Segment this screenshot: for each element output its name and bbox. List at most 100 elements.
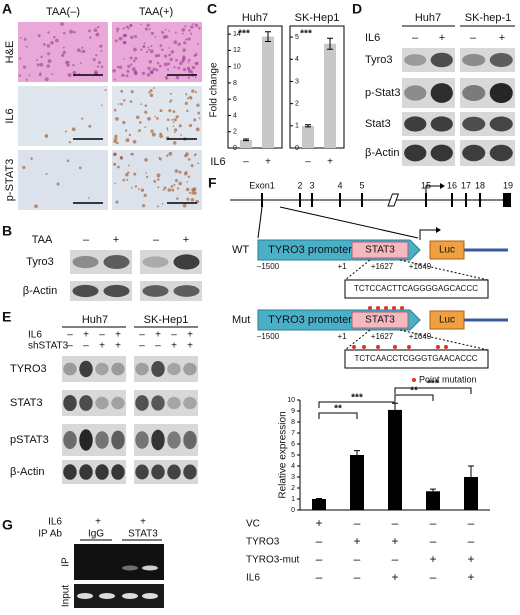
label: 4 <box>337 180 342 190</box>
stain-dot <box>139 121 142 124</box>
y-tick-label: 8 <box>291 419 295 426</box>
mutation-dot <box>362 345 366 349</box>
stain-dot <box>114 134 118 138</box>
stain-dot <box>190 198 195 202</box>
stain-dot <box>178 181 182 186</box>
stain-dot <box>140 103 143 106</box>
y-tick-label: 2 <box>295 100 299 107</box>
y-tick-label: 7 <box>291 430 295 437</box>
label: 15 <box>421 180 431 190</box>
exon <box>451 193 453 207</box>
stain-dot <box>150 129 154 133</box>
stain-dot <box>143 42 146 45</box>
stain-dot <box>81 46 84 49</box>
stain-dot <box>165 35 169 39</box>
band <box>103 284 130 298</box>
stain-dot <box>114 182 117 185</box>
label: + <box>391 570 398 584</box>
stain-dot <box>114 116 119 121</box>
stain-dot <box>196 61 199 64</box>
mutation-dot <box>444 345 448 349</box>
blot <box>62 356 126 382</box>
label: – <box>139 330 145 341</box>
bar <box>302 125 314 148</box>
stain-dot <box>141 204 146 208</box>
stain-dot <box>144 158 148 162</box>
label: – <box>430 516 437 530</box>
label: –1500 <box>257 332 280 341</box>
stain-dot <box>151 132 156 137</box>
label: + <box>99 341 105 352</box>
stain-dot <box>159 44 163 48</box>
stain-dot <box>146 73 151 77</box>
stain-dot <box>156 117 159 120</box>
label: 3 <box>309 180 314 190</box>
band <box>489 52 513 68</box>
arrowhead <box>436 227 441 233</box>
stain-dot <box>36 59 39 62</box>
stain-dot <box>159 109 163 113</box>
band <box>111 464 125 480</box>
gel-band <box>122 593 138 599</box>
label: – <box>354 570 361 584</box>
stain-dot <box>96 25 100 29</box>
label: +1649 <box>409 262 432 271</box>
stain-dot <box>149 93 154 98</box>
label: SK-Hep1 <box>144 314 189 326</box>
stain-dot <box>125 172 129 177</box>
stain-dot <box>179 61 183 66</box>
stain-dot <box>134 185 138 188</box>
stain-dot <box>40 55 43 59</box>
stain-dot <box>180 134 183 136</box>
stain-dot <box>154 54 159 58</box>
mutation-dot <box>412 378 416 382</box>
significance: ** <box>410 386 418 397</box>
stain-dot <box>195 127 200 132</box>
stain-dot <box>186 187 190 192</box>
stain-dot <box>140 188 145 192</box>
bar <box>426 491 440 510</box>
label: + <box>171 341 177 352</box>
label: Exon1 <box>249 180 275 190</box>
stain-dot <box>88 124 92 128</box>
y-tick-label: 1 <box>295 123 299 130</box>
band <box>79 429 93 451</box>
stain-dot <box>120 102 123 106</box>
band <box>173 285 200 297</box>
stain-dot <box>190 25 194 29</box>
label: pSTAT3 <box>10 434 49 446</box>
stain-dot <box>131 67 136 72</box>
band <box>79 395 93 411</box>
stain-dot <box>164 28 167 31</box>
y-tick-label: 0 <box>291 507 295 514</box>
label: 16 <box>447 180 457 190</box>
stain-dot <box>119 156 123 159</box>
mutation-dot <box>436 345 440 349</box>
label: +1 <box>337 332 347 341</box>
exon <box>361 193 363 207</box>
label: + <box>499 32 505 44</box>
mutation-dot <box>376 345 380 349</box>
stain-dot <box>76 48 81 53</box>
stain-dot <box>60 22 64 27</box>
stain-dot <box>198 117 201 120</box>
stain-dot <box>153 87 156 90</box>
stain-dot <box>188 191 191 194</box>
stain-dot <box>129 23 133 27</box>
label: – <box>468 534 475 548</box>
stain-dot <box>182 32 184 35</box>
y-tick-label: 4 <box>295 56 299 63</box>
exon <box>261 193 263 207</box>
label: IL6 <box>4 108 16 123</box>
stain-dot <box>125 74 129 78</box>
stain-dot <box>145 50 149 54</box>
x-tick-label: + <box>265 157 271 168</box>
stain-dot <box>159 134 164 139</box>
label: Mut <box>232 314 250 326</box>
label: + <box>140 517 146 528</box>
stain-dot <box>185 93 188 96</box>
significance-bracket <box>318 412 358 419</box>
stain-dot <box>120 89 124 93</box>
stain-dot <box>129 56 133 60</box>
stain-dot <box>22 65 27 69</box>
